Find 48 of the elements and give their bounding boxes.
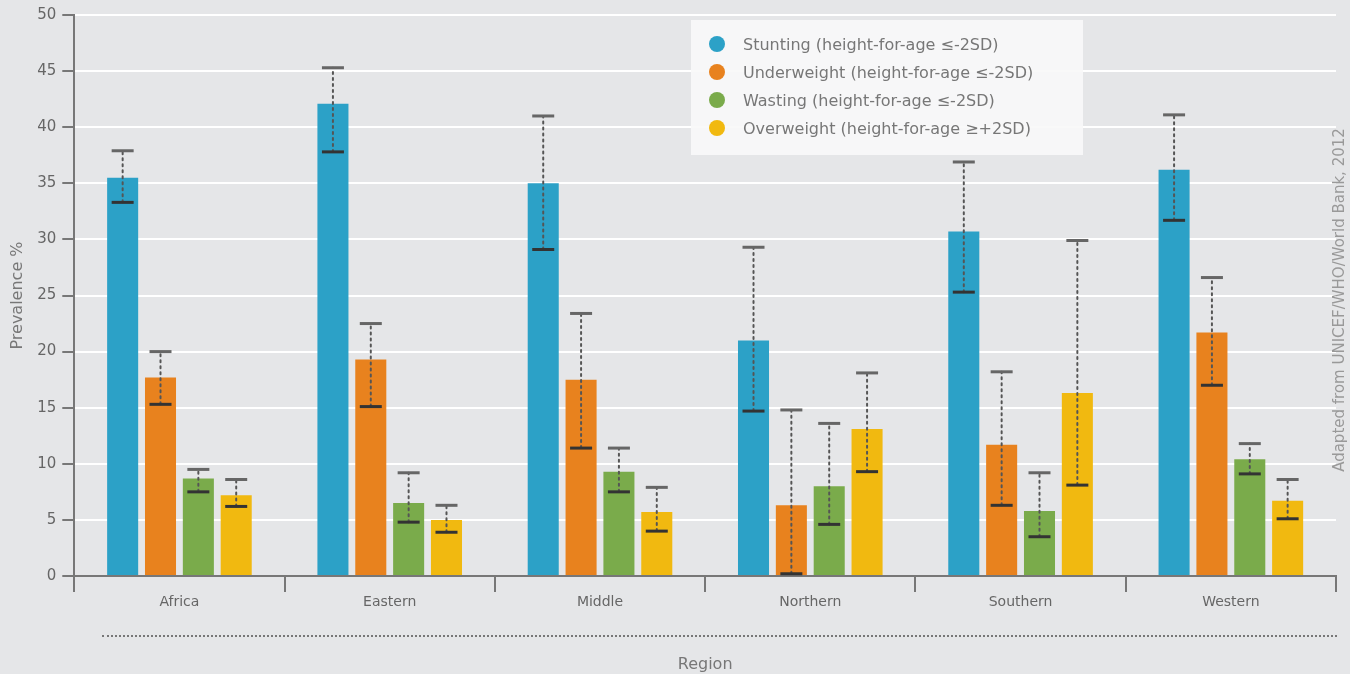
y-tick-label: 45 [37,60,57,79]
bar [182,478,214,575]
legend-label: Stunting (height-for-age ≤-2SD) [743,34,999,54]
bar [775,505,807,575]
bar [565,379,597,575]
legend-label: Overweight (height-for-age ≥+2SD) [743,118,1031,138]
bar [1272,500,1304,575]
bar [1196,332,1228,575]
bar [107,177,139,575]
y-tick-label: 35 [37,173,57,192]
bar [948,231,980,575]
bar [393,503,425,575]
bar [1158,169,1190,575]
y-axis-title: Prevalence % [6,241,26,350]
y-tick-label: 10 [37,453,57,472]
x-tick-label: Southern [988,593,1053,610]
x-tick-label: Western [1202,593,1260,610]
bar [986,444,1018,575]
y-tick-label: 5 [46,509,57,528]
bar [1234,459,1266,575]
y-tick-label: 25 [37,285,57,304]
legend-label: Underweight (height-for-age ≤-2SD) [743,62,1034,82]
y-tick-label: 15 [37,397,57,416]
bar [1061,393,1093,575]
bar [1023,510,1056,575]
bar [144,377,177,575]
bar [430,519,463,575]
bar [813,486,845,575]
bar [527,183,559,575]
x-tick-label: Africa [159,593,200,610]
y-tick-label: 30 [37,229,57,248]
bar [737,340,770,575]
bar [641,512,673,575]
y-tick-label: 20 [37,341,57,360]
bar [603,471,635,575]
legend-label: Wasting (height-for-age ≤-2SD) [743,90,995,110]
y-tick-label: 0 [46,565,57,584]
bar [220,495,252,575]
bar [355,359,387,575]
x-tick-label: Middle [576,593,624,610]
bar [317,103,349,575]
x-tick-label: Northern [779,593,842,610]
x-axis-title: Region [677,653,733,673]
y-tick-label: 40 [37,117,57,136]
bar [851,429,883,575]
annotation: Adapted from UNICEF/WHO/World Bank, 2012 [1329,128,1348,472]
y-tick-label: 50 [37,4,57,23]
x-tick-label: Eastern [363,593,417,610]
